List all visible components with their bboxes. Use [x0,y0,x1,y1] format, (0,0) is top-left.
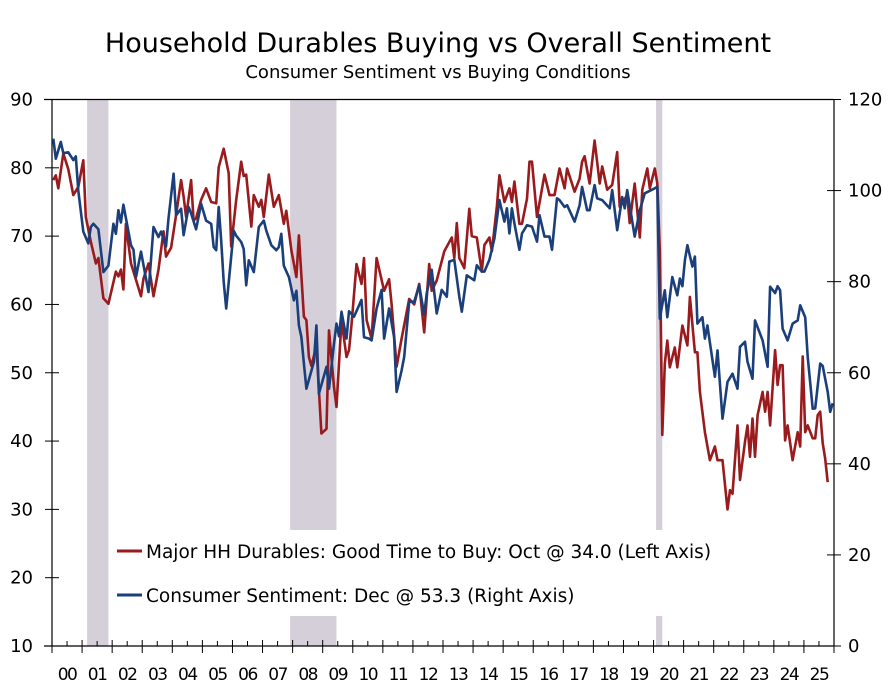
x-axis-tick-label: 10 [358,665,377,685]
series-lines [52,138,834,511]
x-axis-tick-label: 07 [268,665,287,685]
left-axis-tick-label: 70 [10,226,33,247]
x-axis-tick-label: 12 [419,665,438,685]
chart-subtitle: Consumer Sentiment vs Buying Conditions [245,62,630,83]
left-axis-tick-label: 40 [10,431,33,452]
right-axis-tick-label: 60 [848,363,871,384]
x-axis-tick-label: 04 [178,665,197,685]
right-axis-tick-label: 100 [848,181,882,202]
legend: Major HH Durables: Good Time to Buy: Oct… [112,530,802,616]
x-axis-tick-label: 24 [780,665,799,685]
x-axis-tick-label: 21 [689,665,708,685]
legend-label-sentiment: Consumer Sentiment: Dec @ 53.3 (Right Ax… [146,586,575,607]
left-axis-tick-label: 60 [10,294,33,315]
x-axis-tick-label: 01 [88,665,107,685]
x-axis-tick-label: 09 [328,665,347,685]
x-axis-tick-label: 00 [58,665,77,685]
x-axis-tick-label: 02 [118,665,137,685]
x-axis-tick-label: 14 [479,665,498,685]
durables-series-line [52,139,829,511]
recession-band [87,99,109,646]
x-axis-tick-label: 13 [449,665,468,685]
right-axis-tick-label: 20 [848,545,871,566]
x-axis-tick-label: 15 [509,665,528,685]
left-axis-tick-label: 10 [10,636,33,657]
legend-label-durables: Major HH Durables: Good Time to Buy: Oct… [146,542,711,563]
x-axis-tick-label: 03 [148,665,167,685]
left-axis-tick-label: 80 [10,158,33,179]
x-axis-tick-label: 11 [389,665,408,685]
right-axis-tick-label: 0 [848,636,859,657]
x-axis-tick-label: 16 [539,665,558,685]
left-axis-tick-label: 30 [10,499,33,520]
recession-band [656,99,663,646]
x-axis-tick-label: 06 [238,665,257,685]
left-axis-tick-label: 20 [10,568,33,589]
sentiment-series-line [52,138,834,420]
x-axis-tick-label: 23 [749,665,768,685]
left-axis-tick-label: 50 [10,363,33,384]
left-axis-tick-label: 90 [10,90,33,111]
x-axis-tick-label: 22 [719,665,738,685]
x-axis-tick-label: 25 [810,665,829,685]
right-axis-tick-label: 80 [848,272,871,293]
x-axis-tick-label: 17 [569,665,588,685]
x-axis-tick-label: 08 [298,665,317,685]
axes: 10 20 30 40 50 60 70 80 90 0 20 40 60 80 100 120 00 01 02 0… [10,90,882,686]
x-axis-tick-label: 19 [629,665,648,685]
x-axis-tick-label: 18 [599,665,618,685]
right-axis-tick-label: 120 [848,90,882,111]
x-axis-tick-label: 05 [208,665,227,685]
right-axis-tick-label: 40 [848,454,871,475]
x-axis-tick-label: 20 [659,665,678,685]
legend-background [112,530,802,616]
chart-title: Household Durables Buying vs Overall Sen… [105,28,771,59]
